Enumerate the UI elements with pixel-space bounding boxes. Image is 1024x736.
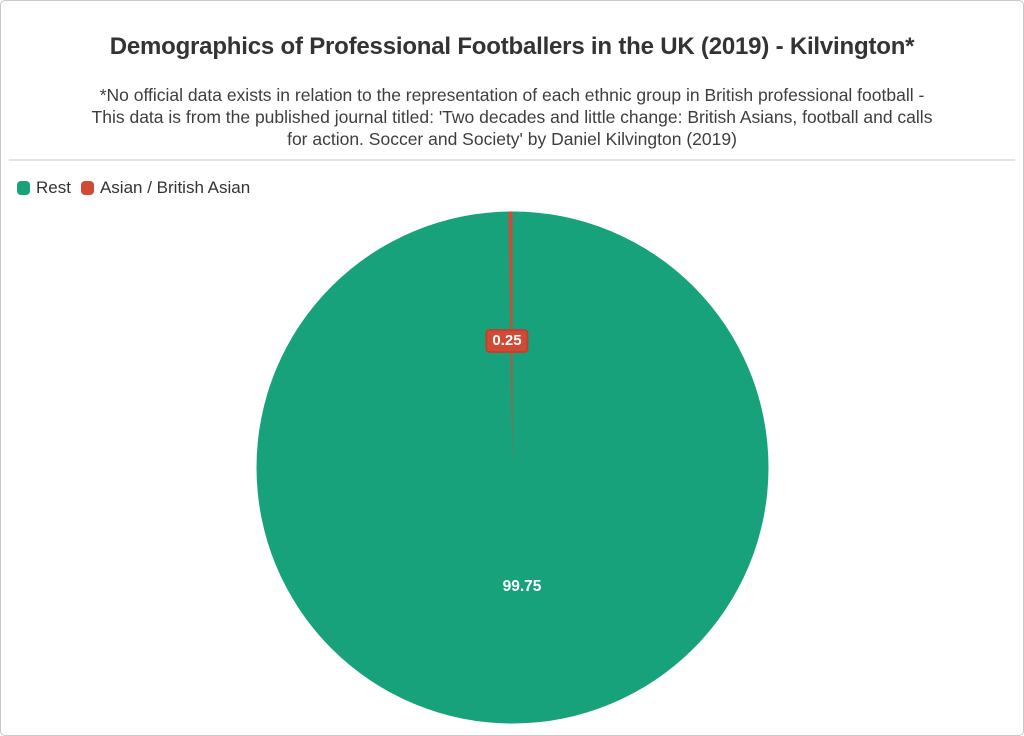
pie-chart-svg	[256, 211, 769, 724]
legend-item-rest[interactable]: Rest	[17, 178, 71, 198]
pie-label-rest: 99.75	[502, 578, 542, 595]
subtitle-line-3: for action. Soccer and Society' by Danie…	[287, 129, 737, 149]
legend-label-asian-british-asian: Asian / British Asian	[99, 178, 251, 197]
legend-swatch-asian-british-asian-icon	[80, 181, 94, 195]
legend-item-asian-british-asian[interactable]: Asian / British Asian	[80, 178, 251, 198]
chart-subtitle: *No official data exists in relation to …	[10, 84, 1014, 150]
subtitle-line-1: *No official data exists in relation to …	[99, 85, 925, 105]
pie-chart: 0.25 99.75	[1, 197, 1023, 735]
header-divider	[9, 159, 1015, 161]
pie-label-asian-british-asian: 0.25	[485, 329, 529, 353]
page-title: Demographics of Professional Footballers…	[109, 33, 915, 60]
subtitle-line-2: This data is from the published journal …	[91, 107, 933, 127]
legend-swatch-rest-icon	[17, 181, 30, 195]
legend: Rest Asian / British Asian	[17, 178, 1007, 198]
legend-label-rest: Rest	[36, 178, 71, 197]
